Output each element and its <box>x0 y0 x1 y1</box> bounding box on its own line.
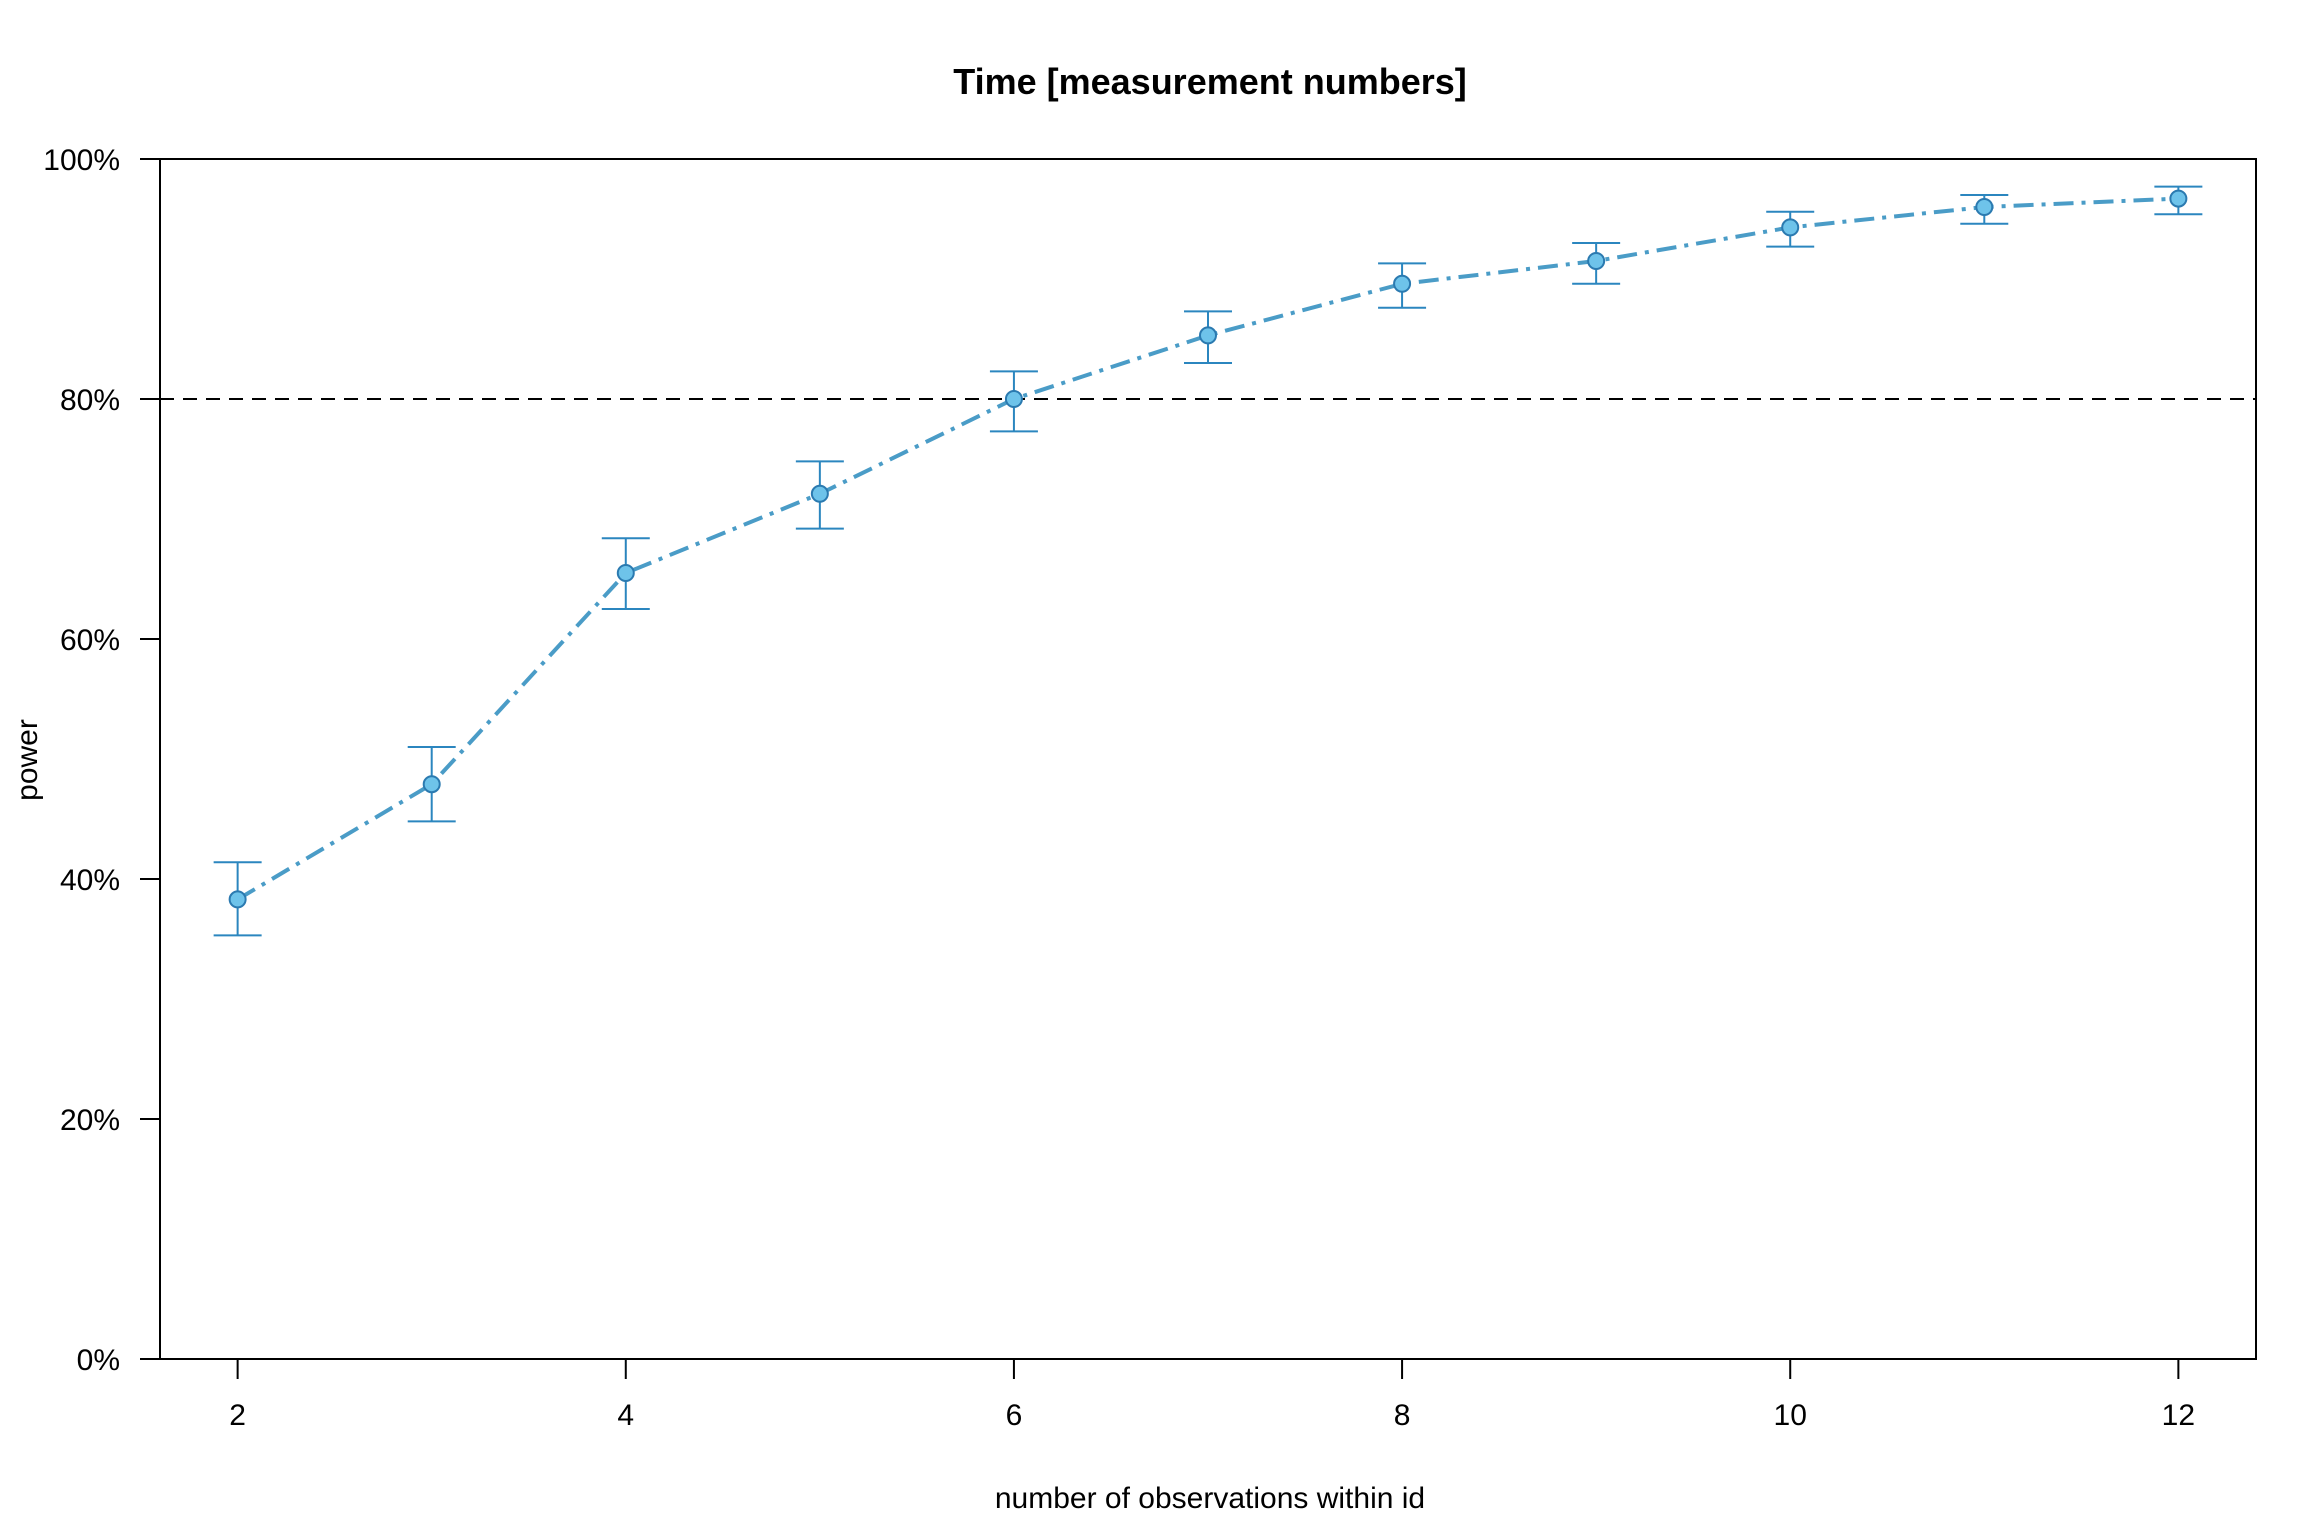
data-point <box>810 484 829 503</box>
y-tick-label: 60% <box>60 624 120 657</box>
data-point <box>1587 252 1606 270</box>
data-point <box>1004 390 1023 408</box>
y-tick-label: 0% <box>77 1344 120 1377</box>
y-tick-label: 20% <box>60 1104 120 1137</box>
y-axis: 0% 20% 40% 60% 80% 100% <box>43 144 160 1377</box>
data-point <box>1975 198 1994 216</box>
x-axis: 2 4 6 8 10 12 <box>229 1358 2195 1432</box>
x-tick-label: 10 <box>1774 1399 1807 1432</box>
x-tick-label: 8 <box>1394 1399 1411 1432</box>
x-tick-label: 4 <box>617 1399 634 1432</box>
data-point <box>1199 326 1217 345</box>
x-tick-label: 12 <box>2162 1399 2195 1432</box>
data-point <box>1781 218 1800 237</box>
x-tick-label: 6 <box>1006 1399 1023 1432</box>
chart-title: Time [measurement numbers] <box>953 61 1467 102</box>
data-point <box>616 564 635 582</box>
data-point <box>1393 274 1412 293</box>
y-tick-label: 40% <box>60 864 120 897</box>
series-line <box>236 196 2179 902</box>
plot-area <box>159 158 2257 1360</box>
data-point <box>2169 189 2188 208</box>
y-tick-label: 80% <box>60 384 120 417</box>
data-point <box>422 775 441 794</box>
x-axis-label: number of observations within id <box>995 1482 1425 1515</box>
y-tick-label: 100% <box>43 144 120 177</box>
data-point <box>228 890 247 909</box>
y-axis-label: power <box>11 719 44 801</box>
x-tick-label: 2 <box>229 1399 246 1432</box>
